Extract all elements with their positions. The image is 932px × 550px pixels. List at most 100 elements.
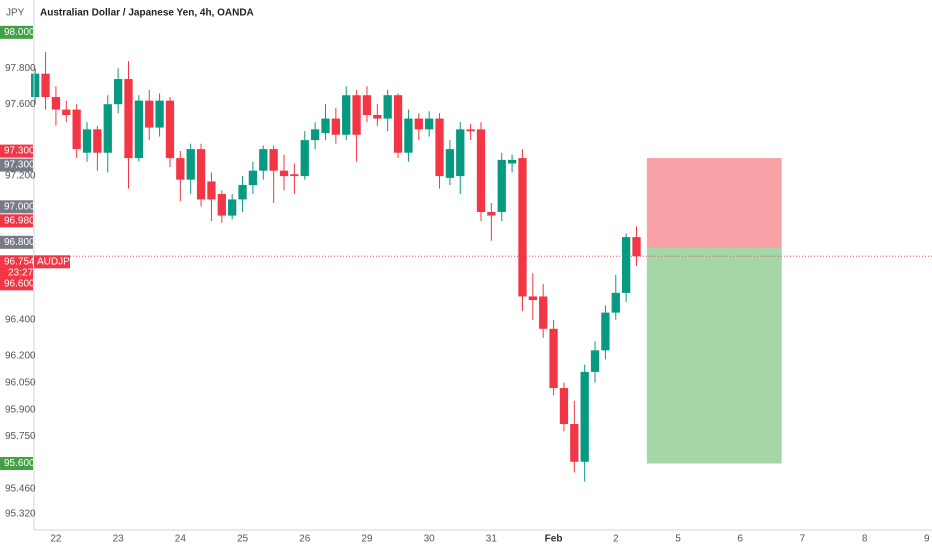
candle-body xyxy=(476,129,486,212)
y-tick-label: 95.900 xyxy=(5,404,36,415)
price-label: 96.800 xyxy=(4,237,35,248)
candle-body xyxy=(404,118,413,153)
candle-body xyxy=(165,100,175,159)
candle-body xyxy=(259,149,268,171)
candle-body xyxy=(31,73,40,98)
plot-area xyxy=(31,52,932,482)
candle-body xyxy=(559,388,569,424)
candle-body xyxy=(414,118,423,130)
candle-body xyxy=(528,296,537,301)
x-tick-label: 22 xyxy=(50,534,62,545)
candle-body xyxy=(539,296,548,329)
price-label: 97.300 xyxy=(4,160,35,171)
y-tick-label: 95.320 xyxy=(5,508,36,519)
candle-body xyxy=(590,350,600,372)
candle-body xyxy=(93,129,102,153)
candle-body xyxy=(611,292,620,313)
y-tick-label: 96.050 xyxy=(5,377,36,388)
y-tick-label: 95.460 xyxy=(5,483,36,494)
x-tick-label: 5 xyxy=(675,534,681,545)
candle-body xyxy=(549,328,558,389)
candle-body xyxy=(155,100,164,128)
price-label-bg xyxy=(0,235,33,249)
symbol-label-bg xyxy=(34,255,70,269)
candle-body xyxy=(487,212,496,216)
candle-body xyxy=(62,109,71,115)
x-tick-label: Feb xyxy=(545,534,563,545)
candle-body xyxy=(601,312,610,351)
x-tick-label: 9 xyxy=(924,534,930,545)
candle-body xyxy=(51,97,61,110)
candle-body xyxy=(352,95,361,135)
candle-body xyxy=(393,95,403,153)
x-tick-label: 23 xyxy=(113,534,125,545)
stop-zone xyxy=(646,158,782,248)
candle-body xyxy=(570,424,579,462)
candle-body xyxy=(466,129,475,132)
chart-title: Australian Dollar / Japanese Yen, 4h, OA… xyxy=(40,8,254,19)
candle-body xyxy=(217,194,226,216)
candle-body xyxy=(456,129,465,177)
price-label: 97.300 xyxy=(4,146,35,157)
candle-body xyxy=(331,118,340,135)
candle-body xyxy=(310,129,320,141)
price-label-bg xyxy=(0,214,33,228)
candle-body xyxy=(425,118,434,130)
candle-body xyxy=(445,149,455,178)
price-label-bg xyxy=(0,25,33,39)
candle-body xyxy=(113,79,123,105)
countdown: 23:27 xyxy=(8,267,33,278)
candle-body xyxy=(507,159,517,164)
price-label-bg xyxy=(0,144,33,158)
price-label: 97.000 xyxy=(4,201,35,212)
candle-body xyxy=(300,140,309,177)
candle-body xyxy=(186,149,195,180)
price-label-bg xyxy=(0,158,33,172)
candle-body xyxy=(124,79,133,159)
price-label-bg xyxy=(0,255,33,280)
candle-body xyxy=(383,95,392,119)
x-tick-label: 7 xyxy=(800,534,806,545)
y-tick-label: 96.200 xyxy=(5,350,36,361)
y-tick-label: 96.400 xyxy=(5,314,36,325)
y-tick-label: 95.750 xyxy=(5,431,36,442)
target-zone xyxy=(646,247,782,464)
candle-body xyxy=(279,170,289,177)
x-tick-label: 25 xyxy=(237,534,249,545)
candle-body xyxy=(41,73,50,98)
y-tick-label: 97.800 xyxy=(5,63,36,74)
candle-body xyxy=(196,149,206,200)
candle-body xyxy=(342,95,351,135)
axis-unit: JPY xyxy=(6,8,25,19)
price-label: 98.000 xyxy=(4,27,35,38)
x-tick-label: 8 xyxy=(862,534,868,545)
candle-body xyxy=(497,159,506,212)
candle-body xyxy=(248,170,258,186)
y-tick-label: 97.200 xyxy=(5,171,36,182)
candle-body xyxy=(207,181,216,200)
price-label-bg xyxy=(0,277,33,291)
candle-body xyxy=(632,237,641,257)
candle-body xyxy=(362,95,372,115)
x-tick-label: 24 xyxy=(175,534,187,545)
price-label: 95.600 xyxy=(4,458,35,469)
price-label: 96.600 xyxy=(4,279,35,290)
candle-body xyxy=(176,158,185,180)
y-tick-label: 97.600 xyxy=(5,99,36,110)
x-tick-label: 30 xyxy=(424,534,436,545)
x-tick-label: 29 xyxy=(361,534,373,545)
x-tick-label: 31 xyxy=(486,534,498,545)
candle-body xyxy=(145,100,154,128)
price-label-bg xyxy=(0,457,33,471)
candle-body xyxy=(82,129,92,153)
symbol-label: AUDJPY xyxy=(37,256,77,267)
x-tick-label: 6 xyxy=(737,534,743,545)
price-label-bg xyxy=(0,200,33,214)
candle-body xyxy=(72,109,81,150)
price-label: 96.980 xyxy=(4,215,35,226)
candle-body xyxy=(134,100,144,159)
candle-body xyxy=(321,118,330,133)
candle-body xyxy=(435,118,444,177)
candle-body xyxy=(290,174,299,177)
